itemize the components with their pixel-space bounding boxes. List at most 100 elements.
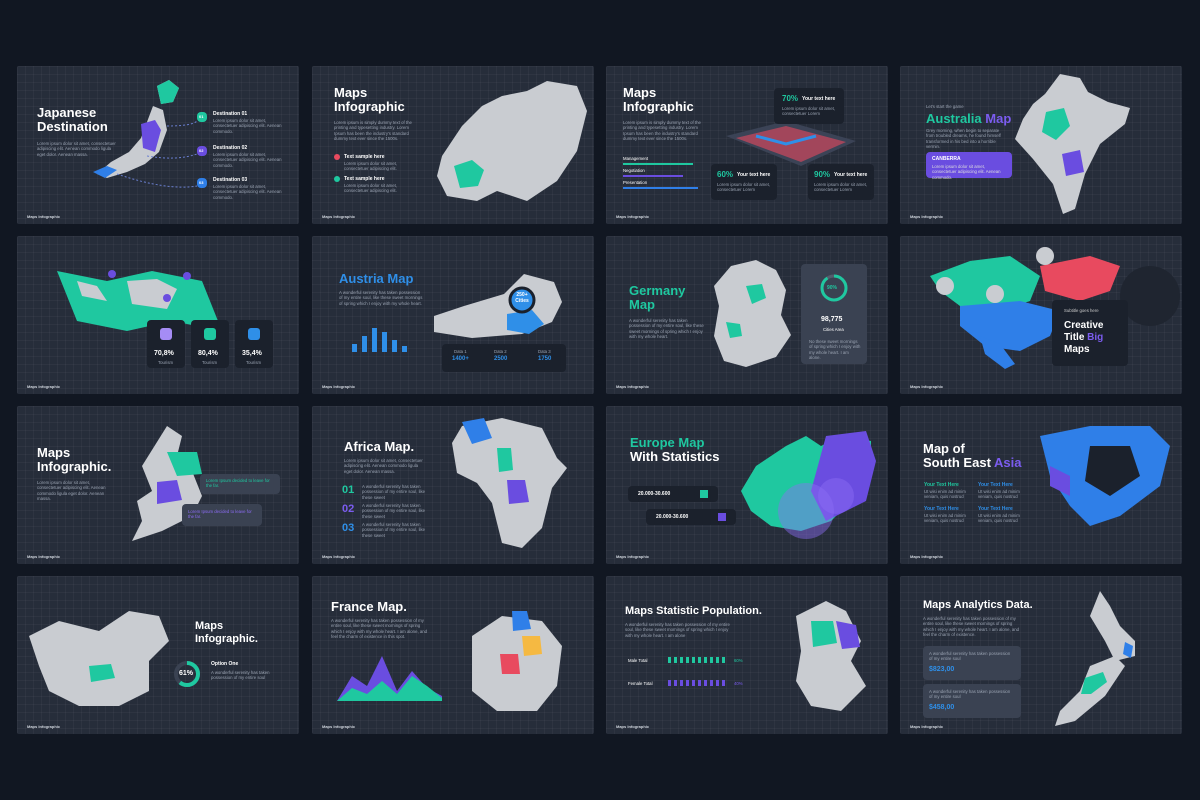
element: Lorem Ipsum decided to leave for the far… [182,504,262,526]
footer: Maps Infographic [616,384,650,389]
label: CANBERRA [932,156,961,162]
element: Maps Infographic [623,86,694,114]
label: Your text here [834,172,868,178]
element [668,680,728,686]
label: Male Total [628,658,648,663]
title: Maps [1064,344,1090,355]
title: Australia [926,111,982,126]
text: Lorem ipsum dolor sit amet, consectetuer… [814,182,868,193]
element: Subtitle goes here Creative Title Big Maps [1052,300,1128,366]
value: 2500 [494,356,508,362]
bars: Negotiation [623,168,645,173]
pct: 61% [179,670,194,677]
label: Data 2 [494,349,507,354]
element: Maps Infographic. [37,446,111,474]
ranges: 20.000-30.600 [656,514,689,520]
shape [434,274,562,338]
title: Infographic. [37,459,112,474]
element [623,187,698,189]
shape [454,160,484,188]
title: Infographic. [195,633,258,645]
text: A wonderful serenity has taken possessio… [362,484,426,500]
shape [1042,108,1070,140]
shape [930,256,1040,311]
element [382,332,387,352]
element [362,336,367,352]
element [108,270,116,278]
footer: Maps Infographic [322,214,356,219]
shape [796,601,866,711]
element: Lorem Ipsum decided to leave for the far… [200,474,280,494]
shape [811,431,876,521]
element: 80,4% Tourism [191,320,229,368]
element: 01 [197,112,207,122]
text: Lorem ipsum dolor sit amet, consectetuer… [213,184,282,200]
element [623,163,693,165]
element [163,294,171,302]
element: 90% 98,775 Cities Area No these sweet morni… [801,264,867,364]
shape [1085,446,1140,496]
element [248,328,260,340]
shape [93,166,117,178]
element [718,513,726,521]
map [1015,74,1130,214]
map [93,80,198,188]
slide: France Map. A wonderful serenity has tak… [312,576,594,734]
title: Europe Map [630,435,705,450]
body: Lorem ipsum is simply dummy text of the … [623,120,701,142]
footer: Maps Infographic [910,554,944,559]
body: Lorem ipsum dolor sit amet, consectetuer… [37,480,106,502]
slide: Maps Analytics Data. A wonderful serenit… [900,576,1182,734]
body: Lorem ipsum dolor sit amet, consectetuer… [344,458,423,474]
label: Your Text Here [924,506,959,512]
element [204,328,216,340]
element [818,478,854,514]
notes: Lorem Ipsum decided to leave for the far… [188,509,252,520]
value: $823,00 [929,666,955,673]
element [508,286,536,314]
shape [500,654,520,674]
title: Germany [629,283,686,298]
label: Your text here [802,96,836,102]
slide: Maps Statistic Population. A wonderful s… [606,576,888,734]
text: Lorem ipsum dolor sit amet, consectetuer… [344,183,398,194]
notes: Lorem Ipsum decided to leave for the far… [206,478,270,489]
number: 98,775 [821,316,843,323]
body: Lorem ipsum is simply dummy text of the … [334,120,412,142]
subtitle: Subtitle goes here [1064,308,1099,313]
footer: Maps Infographic [27,384,61,389]
title: Infographic [623,99,694,114]
element: 20.000-30.600 [628,486,718,502]
slide: 70,8% Tourism 80,4% Tourism 35,4% Tourism M… [17,236,299,394]
label: Your Text Here [978,482,1013,488]
bar-illustration [352,274,562,352]
title: Maps [195,620,224,632]
element: 250+ Cities [514,292,530,304]
label: Text sample here [344,176,385,182]
footer: Maps Infographic [616,724,650,729]
bars: Presentation [623,180,648,185]
slide: Europe Map With Statistics 20.000-30.600 … [606,406,888,564]
element [352,344,357,352]
slide: Let's start the game Australia Map Grey … [900,66,1182,224]
title: Maps Statistic Population. [625,605,762,617]
map [714,260,791,367]
folded-map [57,270,222,331]
subtitle: Let's start the game [926,104,964,109]
shape [811,621,837,647]
element: 02 [197,146,207,156]
shape [522,636,542,656]
slide: Maps Infographic Lorem ipsum is simply du… [606,66,888,224]
slide: Map of South East Asia Your Text Here Ut w… [900,406,1182,564]
shape [462,418,492,444]
map [930,247,1180,369]
footer: Maps Infographic [322,384,356,389]
label: Destination 03 [213,177,248,183]
shape [29,611,169,706]
text: Lorem ipsum dolor sit amet, consectetuer… [213,152,282,168]
label: Your Text Here [978,506,1013,512]
title: Map of [923,441,965,456]
element: Australia Map [926,112,1011,126]
shape [507,310,544,334]
